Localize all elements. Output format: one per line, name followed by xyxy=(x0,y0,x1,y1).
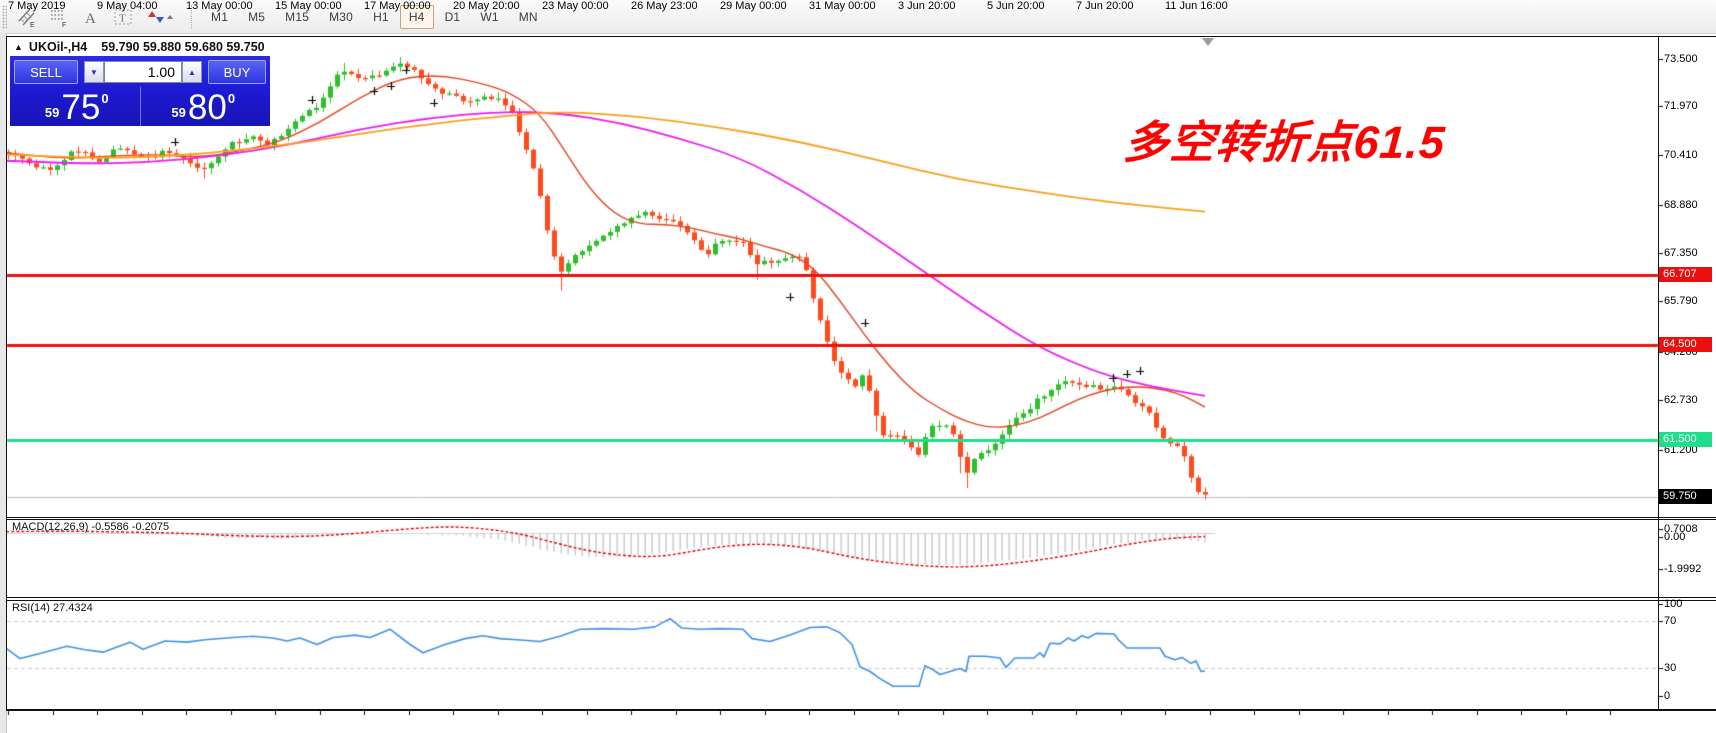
price-axis-line xyxy=(1658,36,1659,710)
macd-axis-label: 0.7008 xyxy=(1664,523,1698,535)
svg-text:F: F xyxy=(62,22,66,28)
chart-shift-marker-icon[interactable] xyxy=(1202,38,1214,46)
text-label-icon: T xyxy=(114,9,132,24)
price-badge: 64.500 xyxy=(1659,337,1712,352)
timeframe-m30-button[interactable]: M30 xyxy=(329,9,354,24)
time-axis-line xyxy=(6,709,1716,711)
timeframe-m1-button[interactable]: M1 xyxy=(211,9,229,24)
time-axis-label: 11 Jun 16:00 xyxy=(1165,0,1228,12)
toolbar: E F A T M1 M5 M1 xyxy=(0,0,1716,34)
time-axis-label: 5 Jun 20:00 xyxy=(987,0,1045,12)
rsi-axis-label: 100 xyxy=(1664,598,1683,610)
price-badge: 66.707 xyxy=(1659,267,1712,282)
time-axis-label: 26 May 23:00 xyxy=(631,0,698,12)
rsi-axis-label: 0 xyxy=(1664,690,1671,702)
macd-label: MACD(12,26,9) -0.5586 -0.2075 xyxy=(12,521,170,533)
buy-price-big: 80 xyxy=(187,88,227,127)
macd-pane-bottom-border xyxy=(6,597,1716,598)
fibonacci-icon: F xyxy=(51,9,66,28)
text-icon: A xyxy=(85,11,96,27)
trade-widget-prices: 59 75 0 59 80 0 xyxy=(14,87,266,127)
timeframe-m15-button[interactable]: M15 xyxy=(285,9,310,24)
price-badge: 59.750 xyxy=(1659,489,1712,504)
chart-top-border xyxy=(6,36,1716,37)
buy-price-panel[interactable]: 59 80 0 xyxy=(139,87,267,127)
price-badge: 61.500 xyxy=(1659,432,1712,447)
text-tool-button[interactable]: A xyxy=(77,3,105,31)
time-axis-label: 29 May 00:00 xyxy=(720,0,787,12)
timeframe-h4-button[interactable]: H4 xyxy=(399,4,434,29)
svg-text:A: A xyxy=(85,11,96,27)
buy-button[interactable]: BUY xyxy=(208,60,266,84)
volume-decrease-button[interactable]: ▼ xyxy=(84,61,104,83)
rsi-axis-label: 70 xyxy=(1664,615,1677,627)
price-axis-label: 61.200 xyxy=(1664,444,1698,456)
toolbar-separator xyxy=(191,4,193,29)
time-axis-label: 13 May 00:00 xyxy=(186,0,253,12)
time-axis-label: 23 May 00:00 xyxy=(542,0,609,12)
svg-text:T: T xyxy=(119,12,126,24)
time-axis-label: 20 May 20:00 xyxy=(453,0,520,12)
volume-input[interactable] xyxy=(104,61,182,83)
time-axis-label: 7 Jun 20:00 xyxy=(1076,0,1134,12)
sell-price-small: 59 xyxy=(44,105,60,120)
rsi-axis-label: 30 xyxy=(1664,662,1677,674)
volume-increase-button[interactable]: ▲ xyxy=(182,61,202,83)
time-axis-label: 9 May 04:00 xyxy=(97,0,158,12)
timeframe-h1-button[interactable]: H1 xyxy=(373,9,389,24)
chart-annotation-text: 多空转折点61.5 xyxy=(1121,117,1448,168)
fibonacci-button[interactable]: F xyxy=(45,3,73,31)
main-pane-bottom-border xyxy=(6,517,1716,518)
symbol-expand-arrow-icon[interactable]: ▲ xyxy=(14,42,23,52)
price-axis-label: 67.350 xyxy=(1664,247,1698,259)
price-axis-label: 70.410 xyxy=(1664,149,1698,161)
arrows-tool-button[interactable] xyxy=(141,3,181,31)
timeframe-d1-button[interactable]: D1 xyxy=(444,9,461,24)
time-axis-label: 17 May 00:00 xyxy=(364,0,431,12)
ohlc-values: 59.790 59.880 59.680 59.750 xyxy=(101,40,265,54)
time-axis-label: 15 May 00:00 xyxy=(275,0,342,12)
trade-widget-top-row: SELL ▼ ▲ BUY xyxy=(14,59,266,85)
toolbar-drag-handle[interactable] xyxy=(2,4,7,29)
timeframe-group: M1 M5 M15 M30 H1 H4 D1 W1 MN xyxy=(201,4,548,29)
macd-pane-top-border[interactable] xyxy=(6,519,1716,520)
price-axis-label: 68.880 xyxy=(1664,199,1698,211)
timeframe-w1-button[interactable]: W1 xyxy=(480,9,499,24)
sell-price-panel[interactable]: 59 75 0 xyxy=(14,87,140,127)
equidistant-channel-button[interactable]: E xyxy=(13,3,41,31)
timeframe-mn-button[interactable]: MN xyxy=(518,9,538,24)
time-axis-label: 31 May 00:00 xyxy=(809,0,876,12)
macd-axis-label: 0.00 xyxy=(1664,531,1686,543)
time-axis-label: 3 Jun 20:00 xyxy=(898,0,956,12)
time-axis-label: 7 May 2019 xyxy=(8,0,66,12)
rsi-pane-top-border[interactable] xyxy=(6,600,1716,601)
price-axis-label: 62.730 xyxy=(1664,394,1698,406)
text-label-tool-button[interactable]: T xyxy=(109,3,137,31)
arrows-icon xyxy=(148,10,173,23)
symbol-period-label: UKOil-,H4 xyxy=(28,40,88,54)
sell-button[interactable]: SELL xyxy=(14,60,78,84)
buy-price-small: 59 xyxy=(171,105,186,120)
price-axis-label: 65.790 xyxy=(1664,295,1698,307)
price-axis-label: 71.970 xyxy=(1664,100,1698,112)
macd-axis-label: -1.9992 xyxy=(1664,563,1702,575)
buy-price-sup: 0 xyxy=(227,91,236,106)
svg-text:E: E xyxy=(30,22,35,28)
chart-title: ▲ UKOil-,H4 59.790 59.880 59.680 59.750 xyxy=(14,40,265,54)
sell-price-sup: 0 xyxy=(101,91,109,106)
one-click-trading-widget: SELL ▼ ▲ BUY 59 75 0 59 80 0 xyxy=(10,56,270,127)
sell-price-big: 75 xyxy=(61,88,101,127)
price-axis-label: 73.500 xyxy=(1664,53,1698,65)
timeframe-m5-button[interactable]: M5 xyxy=(248,9,266,24)
chart-left-border xyxy=(6,36,7,710)
equidistant-channel-icon: E xyxy=(18,8,35,28)
rsi-label: RSI(14) 27.4324 xyxy=(12,602,93,614)
